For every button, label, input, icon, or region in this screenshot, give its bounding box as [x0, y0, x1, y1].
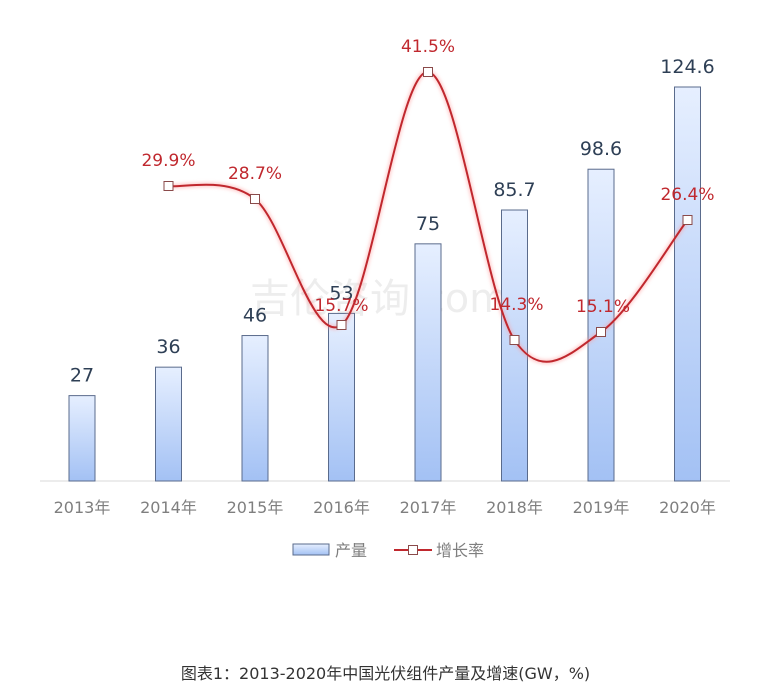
growth-line-series: [163, 67, 693, 365]
bar-value-label: 124.6: [660, 56, 714, 78]
x-tick-label: 2015年: [227, 498, 284, 517]
x-tick-label: 2018年: [486, 498, 543, 517]
bar: [328, 312, 355, 482]
bar: [155, 366, 182, 482]
bar-value-label: 46: [243, 305, 267, 327]
bar: [501, 209, 528, 482]
watermark-text: 吉伦咨询.com: [250, 276, 508, 322]
line-marker: [336, 320, 347, 330]
bar-value-label: 75: [416, 213, 440, 235]
growth-value-label: 41.5%: [401, 37, 455, 57]
bar-value-label: 98.6: [580, 138, 622, 160]
legend-label-growth: 增长率: [436, 541, 484, 560]
growth-value-labels: 29.9% 28.7% 15.7% 41.5% 14.3% 15.1% 26.4%: [141, 37, 714, 317]
bar: [241, 335, 269, 482]
x-tick-label: 2013年: [54, 498, 111, 517]
x-tick-label: 2016年: [313, 498, 370, 517]
growth-value-label: 26.4%: [660, 185, 714, 205]
legend-line-marker: [408, 545, 418, 555]
line-marker: [682, 215, 693, 225]
x-tick-label: 2014年: [140, 498, 197, 517]
line-marker: [163, 181, 174, 191]
growth-value-label: 28.7%: [228, 164, 282, 184]
bar-value-label: 27: [70, 365, 94, 387]
bar: [68, 395, 96, 482]
watermark: 吉伦咨询.com: [250, 276, 508, 322]
line-marker: [596, 327, 606, 337]
bar-value-label: 36: [156, 336, 180, 358]
bar: [674, 86, 701, 482]
bar-value-labels: 27 36 46 53 75 85.7 98.6 124.6: [70, 56, 715, 387]
line-marker: [423, 67, 433, 77]
legend-bar-swatch: [292, 543, 330, 556]
bar-value-label: 53: [329, 282, 353, 304]
growth-value-label: 15.7%: [314, 296, 368, 316]
figure-caption: 图表1：2013-2020年中国光伏组件产量及增速(GW，%): [180, 664, 591, 683]
bar-value-label: 85.7: [493, 179, 535, 201]
x-tick-label: 2019年: [573, 498, 630, 517]
legend: 产量 增长率: [292, 541, 484, 560]
x-tick-label: 2017年: [400, 498, 457, 517]
x-axis-tick-labels: 2013年 2014年 2015年 2016年 2017年 2018年 2019年 2020年: [54, 498, 716, 517]
growth-value-label: 14.3%: [489, 295, 543, 315]
line-marker: [509, 335, 520, 345]
growth-value-label: 15.1%: [576, 297, 630, 317]
growth-value-label: 29.9%: [141, 151, 195, 171]
bar: [414, 243, 442, 482]
legend-label-output: 产量: [335, 541, 367, 560]
line-marker: [250, 194, 260, 204]
x-tick-label: 2020年: [659, 498, 716, 517]
bar-series: [68, 86, 701, 482]
